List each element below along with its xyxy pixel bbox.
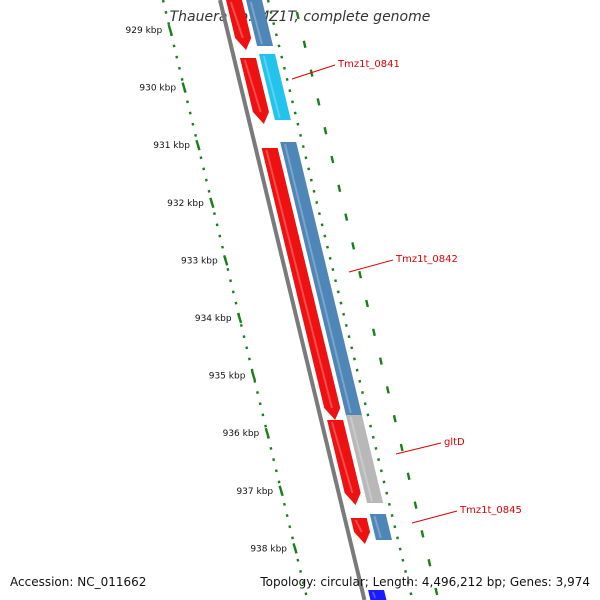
ruler-tick-mark bbox=[250, 370, 257, 381]
bottom-feature-marker-highlight bbox=[371, 591, 377, 599]
ruler-tick-mark bbox=[264, 427, 270, 439]
ruler-tick-label: 937 kbp bbox=[236, 487, 273, 497]
outer-tick-mark bbox=[344, 213, 349, 221]
outer-tick-mark bbox=[420, 530, 425, 538]
ruler-tick-mark bbox=[278, 485, 284, 497]
gene-feature-0842-highlight bbox=[284, 143, 352, 414]
gene-label: Tmz1t_0845 bbox=[459, 505, 522, 516]
cds-feature-0845-highlight bbox=[354, 519, 363, 533]
accession-text: Accession: NC_011662 bbox=[10, 575, 147, 589]
cds-feature-top-highlight bbox=[229, 1, 244, 39]
outer-tick-mark bbox=[434, 587, 439, 596]
ruler-tick-mark bbox=[181, 82, 187, 93]
outer-tick-mark bbox=[399, 443, 404, 452]
gene-label-leader bbox=[348, 259, 394, 273]
outer-tick-mark bbox=[351, 242, 356, 250]
ruler-tick-label: 930 kbp bbox=[139, 84, 176, 94]
gene-label: Tmz1t_0841 bbox=[337, 59, 400, 70]
gene-feature-gltd-highlight bbox=[349, 416, 373, 502]
cds-feature-top bbox=[226, 0, 252, 50]
outer-tick-mark bbox=[392, 414, 397, 423]
ruler-tick-label: 933 kbp bbox=[181, 256, 218, 266]
ruler-tick-label: 936 kbp bbox=[223, 429, 260, 439]
cds-feature-gltd bbox=[327, 420, 361, 505]
cds-feature-gltd-highlight bbox=[330, 421, 354, 494]
cds-feature-0842-highlight bbox=[265, 149, 333, 409]
outer-tick-mark bbox=[371, 328, 376, 337]
gene-feature-top bbox=[246, 0, 274, 46]
ruler-tick-mark bbox=[223, 255, 229, 266]
ruler-tick-mark bbox=[292, 543, 298, 554]
cds-feature-0841-highlight bbox=[243, 59, 262, 113]
ruler-dotted-line-right bbox=[266, 0, 414, 600]
outer-tick-mark bbox=[385, 386, 390, 394]
ruler-tick-label: 931 kbp bbox=[153, 141, 190, 151]
outer-tick-mark bbox=[302, 40, 307, 49]
gene-label-leader bbox=[411, 510, 458, 524]
ruler-tick-mark bbox=[236, 312, 243, 324]
ruler-tick-mark bbox=[195, 139, 201, 151]
outer-tick-mark bbox=[406, 472, 411, 481]
gene-feature-gltd bbox=[345, 415, 384, 503]
outer-tick-mark bbox=[330, 155, 335, 164]
outer-tick-mark bbox=[323, 126, 328, 135]
ruler-tick-label: 938 kbp bbox=[250, 544, 287, 554]
outer-tick-mark bbox=[413, 501, 418, 509]
ruler-tick-mark bbox=[167, 24, 173, 36]
gene-feature-0841 bbox=[259, 54, 291, 120]
backbone-layer bbox=[218, 0, 367, 600]
gene-feature-0841-highlight bbox=[262, 55, 281, 119]
label-layer: Tmz1t_0841 Tmz1t_0842 gltD Tmz1t_0845 bbox=[291, 59, 522, 524]
outer-tick-mark bbox=[295, 11, 300, 20]
backbone-line bbox=[218, 0, 367, 600]
ruler-tick-layer: 929 kbp 930 kbp 931 kbp 932 kbp 933 kbp 934 k… bbox=[126, 0, 439, 600]
outer-tick-mark bbox=[358, 270, 363, 279]
outer-tick-mark bbox=[365, 299, 369, 308]
gene-feature-0845-highlight bbox=[373, 515, 382, 539]
ruler-tick-mark bbox=[209, 197, 215, 209]
genome-summary-text: Topology: circular; Length: 4,496,212 bp… bbox=[260, 575, 590, 589]
gene-feature-top-highlight bbox=[249, 1, 263, 45]
outer-tick-mark bbox=[337, 184, 342, 193]
cds-feature-0845 bbox=[350, 518, 371, 544]
gene-feature-0845 bbox=[369, 514, 392, 540]
gene-label-leader bbox=[395, 442, 442, 455]
gene-feature-0842 bbox=[280, 142, 362, 415]
outer-tick-mark bbox=[378, 357, 383, 365]
ruler-tick-label: 929 kbp bbox=[126, 26, 163, 36]
bottom-feature-marker bbox=[368, 590, 387, 600]
ruler-tick-label: 934 kbp bbox=[195, 314, 232, 324]
gene-label: Tmz1t_0842 bbox=[395, 254, 458, 265]
cds-feature-0841 bbox=[239, 58, 269, 124]
cds-feature-0842 bbox=[261, 148, 341, 420]
outer-tick-mark bbox=[316, 98, 321, 106]
feature-layer bbox=[226, 0, 392, 600]
gene-label: gltD bbox=[444, 437, 465, 448]
gene-label-leader bbox=[291, 64, 336, 80]
ruler-tick-label: 935 kbp bbox=[209, 372, 246, 382]
outer-tick-mark bbox=[427, 558, 432, 567]
ruler-tick-label: 932 kbp bbox=[167, 199, 204, 209]
